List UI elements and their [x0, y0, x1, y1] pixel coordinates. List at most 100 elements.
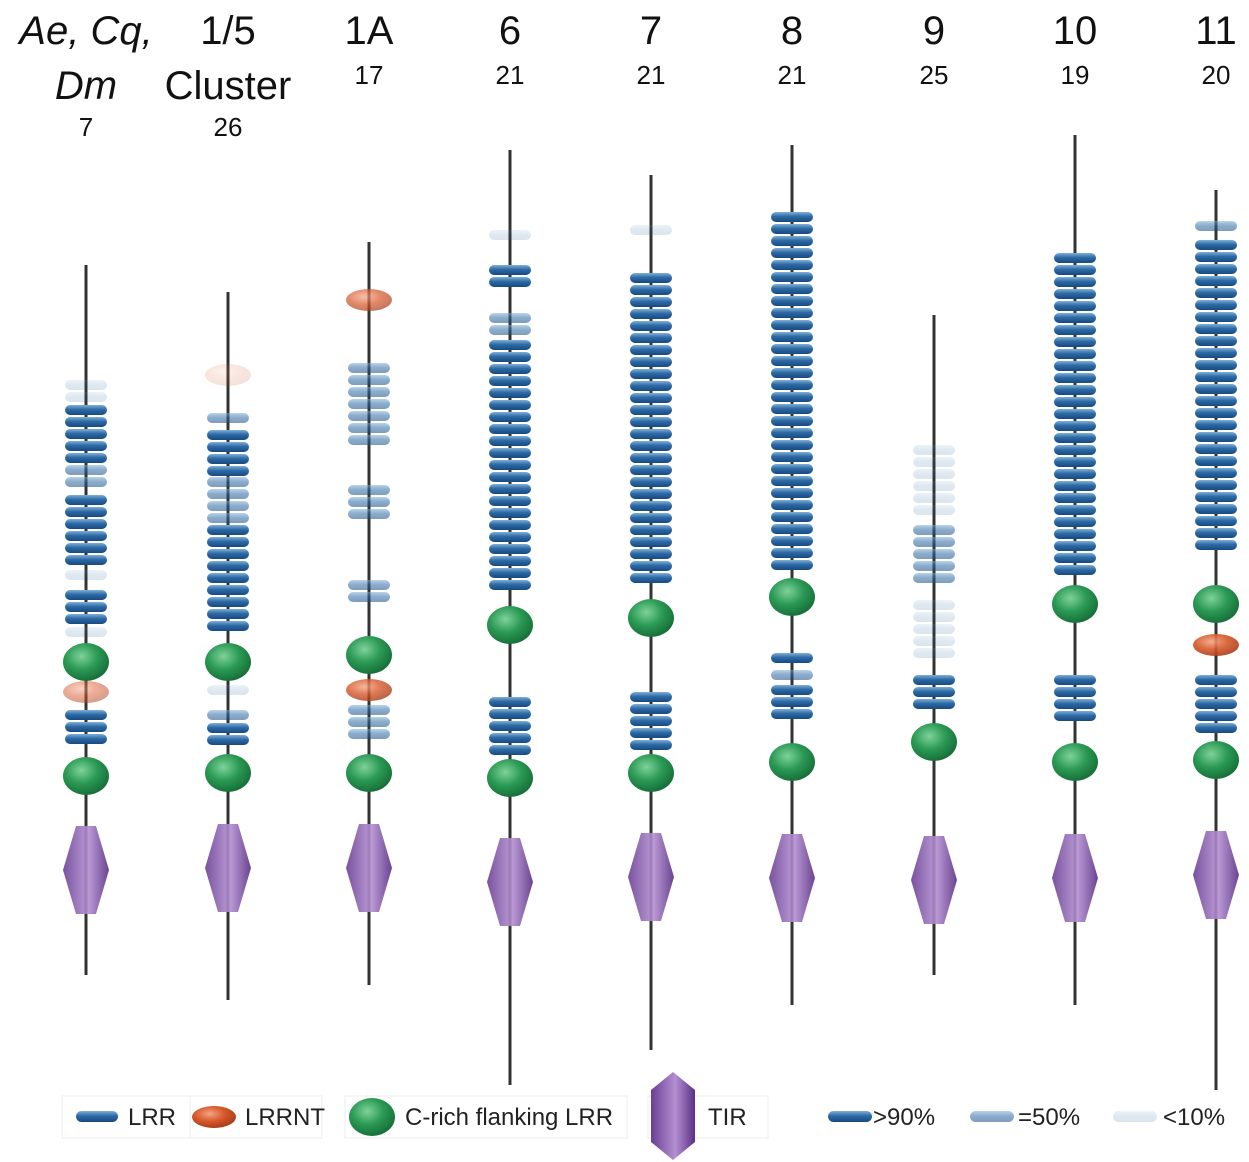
tir: [487, 838, 533, 926]
lrr: [913, 675, 955, 685]
lrr: [771, 685, 813, 695]
lrr: [913, 493, 955, 503]
lrr: [630, 405, 672, 415]
lrr: [771, 548, 813, 558]
lrr: [65, 495, 107, 505]
lrr: [1195, 723, 1237, 733]
column-label: Ae, Cq,: [17, 9, 152, 53]
lrr: [1195, 360, 1237, 370]
tir: [1052, 834, 1098, 922]
lrr: [913, 636, 955, 646]
lrr: [1054, 699, 1096, 709]
lrr: [771, 212, 813, 222]
lrr: [65, 590, 107, 600]
lrr: [1054, 409, 1096, 419]
lrr: [489, 325, 531, 335]
lrr: [65, 602, 107, 612]
column-label: 1/5: [200, 9, 256, 53]
lrr: [348, 485, 390, 495]
c-rich-flanking-lrr: [346, 636, 392, 674]
lrr: [489, 230, 531, 240]
lrr: [913, 648, 955, 658]
lrr: [913, 687, 955, 697]
lrr: [348, 705, 390, 715]
lrr: [1195, 312, 1237, 322]
lrr: [489, 460, 531, 470]
column-label: 8: [781, 9, 803, 53]
lrr: [65, 710, 107, 720]
lrr: [65, 570, 107, 580]
lrr: [489, 340, 531, 350]
lrr: [1054, 265, 1096, 275]
lrr: [1195, 540, 1237, 550]
lrr: [489, 568, 531, 578]
lrr: [913, 549, 955, 559]
lrr: [771, 236, 813, 246]
lrr: [771, 320, 813, 330]
lrr: [1195, 504, 1237, 514]
lrr: [207, 413, 249, 423]
lrr: [207, 710, 249, 720]
lrr: [65, 405, 107, 415]
lrr: [1195, 444, 1237, 454]
legend-label: <10%: [1163, 1104, 1225, 1131]
legend-label: C-rich flanking LRR: [405, 1104, 613, 1131]
lrr: [913, 573, 955, 583]
lrr: [630, 716, 672, 726]
lrr: [348, 435, 390, 445]
lrr: [630, 297, 672, 307]
lrr: [1195, 276, 1237, 286]
lrr: [1054, 349, 1096, 359]
lrr: [489, 400, 531, 410]
lrr: [771, 224, 813, 234]
lrr: [771, 284, 813, 294]
lrr: [630, 525, 672, 535]
lrr: [207, 489, 249, 499]
lrr: [630, 441, 672, 451]
column-count: 17: [355, 60, 384, 90]
lrr: [348, 580, 390, 590]
lrr: [1195, 300, 1237, 310]
c-rich-flanking-lrr: [769, 743, 815, 781]
column-label: 11: [1195, 9, 1237, 53]
lrr: [1195, 288, 1237, 298]
c-rich-flanking-lrr: [205, 754, 251, 792]
legend-lrrnt-glyph: [192, 1106, 236, 1128]
lrr: [630, 740, 672, 750]
lrr: [1054, 313, 1096, 323]
lrr: [489, 484, 531, 494]
column-count: 19: [1061, 60, 1090, 90]
lrr: [630, 345, 672, 355]
lrr: [65, 507, 107, 517]
tir: [346, 824, 392, 912]
lrr: [1054, 373, 1096, 383]
c-rich-flanking-lrr: [63, 757, 109, 795]
lrr: [207, 573, 249, 583]
lrr: [1195, 687, 1237, 697]
lrr: [65, 519, 107, 529]
lrr: [630, 728, 672, 738]
lrr: [1054, 493, 1096, 503]
lrr: [348, 497, 390, 507]
lrr: [65, 734, 107, 744]
lrr: [913, 469, 955, 479]
lrr: [630, 309, 672, 319]
c-rich-flanking-lrr: [487, 759, 533, 797]
lrr: [771, 488, 813, 498]
lrr: [489, 508, 531, 518]
lrr: [771, 260, 813, 270]
lrr: [1054, 541, 1096, 551]
lrrnt: [205, 364, 251, 386]
lrr: [630, 333, 672, 343]
lrr: [771, 476, 813, 486]
lrr: [348, 592, 390, 602]
lrr: [1054, 517, 1096, 527]
lrr: [630, 273, 672, 283]
lrr: [771, 464, 813, 474]
lrr: [489, 496, 531, 506]
lrr: [1195, 336, 1237, 346]
legend-label: =50%: [1018, 1104, 1080, 1131]
legend-cons-glyph: [1113, 1111, 1157, 1122]
lrr: [771, 524, 813, 534]
lrr: [207, 561, 249, 571]
